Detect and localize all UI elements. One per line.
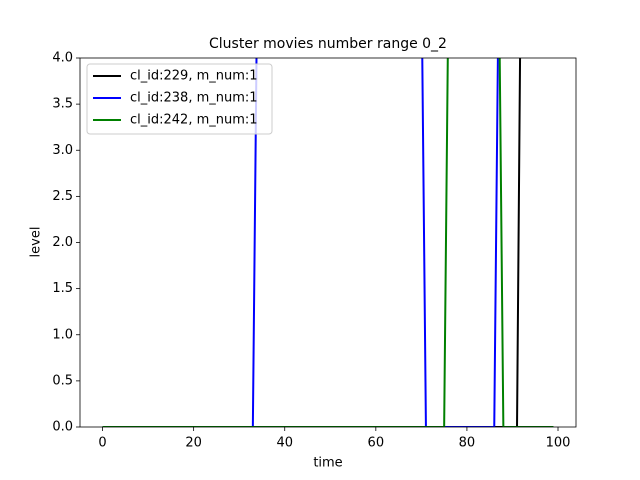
- x-tick-label: 100: [546, 436, 571, 451]
- chart-title: Cluster movies number range 0_2: [209, 36, 447, 52]
- legend-label: cl_id:229, m_num:1: [130, 69, 258, 84]
- x-axis-label: time: [313, 456, 342, 471]
- x-tick-label: 40: [276, 436, 293, 451]
- y-tick-label: 3.0: [52, 143, 73, 158]
- y-tick-label: 1.5: [52, 281, 73, 296]
- x-tick-label: 20: [185, 436, 202, 451]
- plot-frame: [79, 57, 577, 428]
- y-tick-label: 2.0: [52, 235, 73, 250]
- y-axis-label: level: [29, 227, 44, 258]
- legend-box: [86, 63, 273, 135]
- y-tick-label: 4.0: [52, 51, 73, 66]
- y-tick-label: 0.5: [52, 373, 73, 388]
- y-tick-label: 0.0: [52, 420, 73, 435]
- y-tick-label: 1.0: [52, 327, 73, 342]
- x-tick-label: 60: [368, 436, 385, 451]
- legend-label: cl_id:242, m_num:1: [130, 113, 258, 128]
- y-tick-label: 3.5: [52, 97, 73, 112]
- y-tick-label: 2.5: [52, 189, 73, 204]
- legend-label: cl_id:238, m_num:1: [130, 91, 258, 106]
- x-tick-label: 80: [459, 436, 476, 451]
- x-tick-label: 0: [98, 436, 106, 451]
